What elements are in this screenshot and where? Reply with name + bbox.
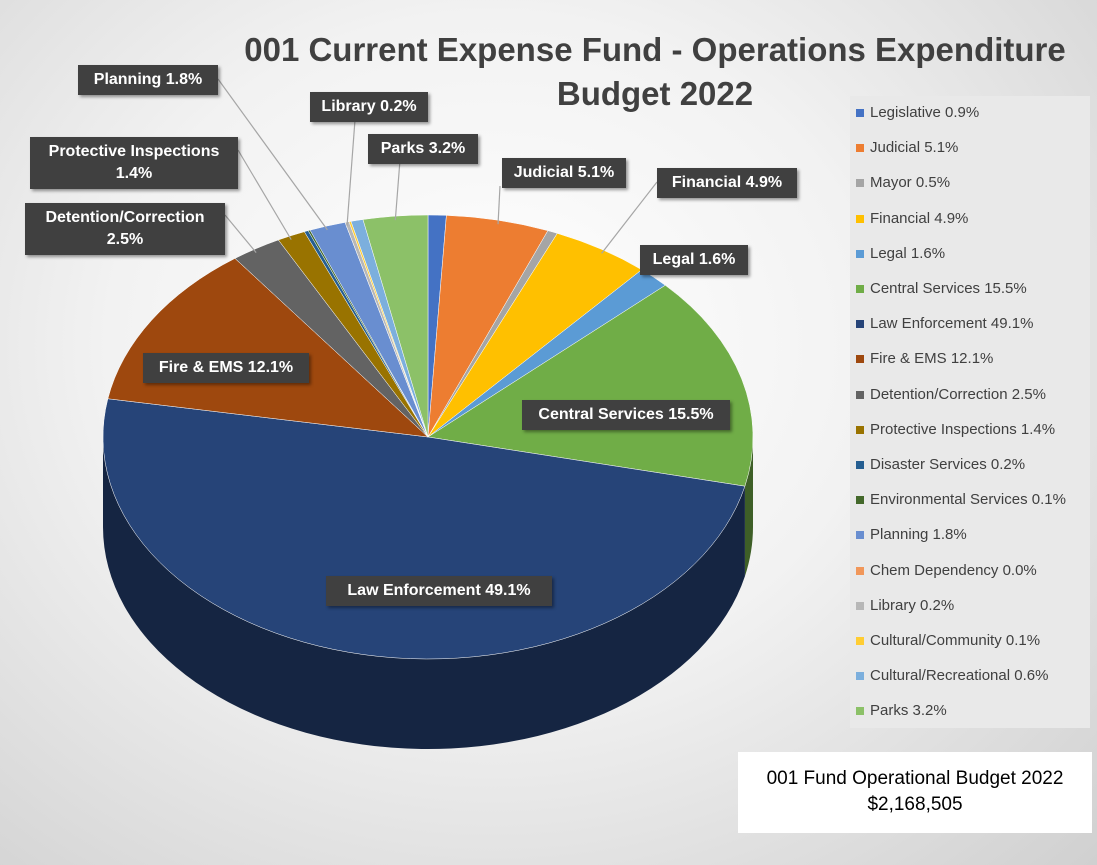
legend-item: Disaster Services 0.2% — [856, 456, 1025, 473]
data-label: Fire & EMS 12.1% — [143, 353, 309, 383]
legend-label: Cultural/Recreational 0.6% — [870, 667, 1049, 685]
legend-swatch — [856, 637, 864, 645]
data-label: Central Services 15.5% — [522, 400, 730, 430]
data-label: Library 0.2% — [310, 92, 428, 122]
legend-item: Legislative 0.9% — [856, 104, 979, 121]
legend: Legislative 0.9% Judicial 5.1% Mayor 0.5% F… — [850, 96, 1090, 728]
legend-label: Environmental Services 0.1% — [870, 491, 1066, 509]
legend-label: Cultural/Community 0.1% — [870, 632, 1041, 649]
legend-label: Fire & EMS 12.1% — [870, 350, 994, 368]
legend-swatch — [856, 496, 864, 505]
slice-side — [103, 437, 745, 750]
legend-swatch — [856, 179, 864, 188]
legend-label: Disaster Services 0.2% — [870, 456, 1026, 473]
leader-line — [601, 181, 658, 254]
legend-label: Chem Dependency 0.0% — [870, 561, 1037, 579]
data-label: Judicial 5.1% — [502, 158, 626, 188]
legend-label: Legislative 0.9% — [870, 104, 980, 121]
legend-swatch — [856, 390, 864, 399]
annotation-box: 001 Fund Operational Budget 2022 $2,168,… — [738, 752, 1092, 833]
data-label: Parks 3.2% — [368, 134, 478, 164]
legend-label: Mayor 0.5% — [870, 174, 951, 192]
legend-swatch — [856, 144, 864, 153]
legend-item: Legal 1.6% — [856, 245, 945, 262]
legend-item: Fire & EMS 12.1% — [856, 350, 993, 367]
legend-item: Financial 4.9% — [856, 210, 968, 227]
legend-item: Parks 3.2% — [856, 702, 947, 719]
legend-label: Legal 1.6% — [870, 244, 946, 262]
legend-item: Protective Inspections 1.4% — [856, 421, 1055, 438]
legend-label: Detention/Correction 2.5% — [870, 385, 1046, 403]
slice-side — [744, 437, 753, 577]
leader-line — [224, 214, 257, 253]
legend-swatch — [856, 355, 864, 364]
legend-item: Detention/Correction 2.5% — [856, 386, 1046, 403]
legend-swatch — [856, 285, 864, 293]
legend-swatch — [856, 214, 864, 223]
legend-swatch — [856, 425, 864, 434]
legend-label: Financial 4.9% — [870, 209, 969, 227]
legend-item: Judicial 5.1% — [856, 139, 958, 156]
legend-swatch — [856, 672, 864, 681]
annotation: $2,168,505 — [867, 794, 963, 815]
data-label: Financial 4.9% — [657, 168, 797, 198]
legend-swatch — [856, 531, 864, 540]
chart-title: 001 Current Expense Fund - Operations Ex… — [244, 31, 1066, 112]
legend-swatch — [856, 461, 864, 469]
legend-item: Library 0.2% — [856, 597, 954, 614]
legend-item: Planning 1.8% — [856, 526, 967, 543]
slice — [107, 258, 429, 438]
data-label: Detention/Correction 2.5% — [25, 203, 225, 255]
legend-swatch — [856, 249, 864, 258]
annotation: 001 Fund Operational Budget 2022 — [766, 768, 1064, 789]
slice — [102, 398, 746, 660]
legend-item: Environmental Services 0.1% — [856, 491, 1066, 508]
legend-label: Central Services 15.5% — [870, 280, 1027, 297]
leader-line — [394, 159, 401, 221]
data-label: Law Enforcement 49.1% — [326, 576, 552, 606]
legend-swatch — [856, 320, 864, 329]
legend-swatch — [856, 707, 864, 716]
legend-swatch — [856, 109, 864, 117]
legend-label: Protective Inspections 1.4% — [870, 420, 1056, 438]
leader-line — [497, 185, 501, 225]
legend-item: Mayor 0.5% — [856, 174, 950, 191]
legend-label: Library 0.2% — [870, 596, 955, 614]
data-label: Planning 1.8% — [78, 65, 218, 95]
legend-label: Judicial 5.1% — [870, 139, 959, 157]
legend-item: Central Services 15.5% — [856, 280, 1027, 297]
legend-swatch — [856, 601, 864, 610]
data-label: Legal 1.6% — [640, 245, 748, 275]
leader-line — [237, 149, 292, 240]
legend-label: Parks 3.2% — [870, 702, 947, 720]
leader-line — [217, 78, 328, 231]
legend-label: Law Enforcement 49.1% — [870, 315, 1034, 333]
legend-label: Planning 1.8% — [870, 526, 967, 544]
legend-item: Chem Dependency 0.0% — [856, 562, 1037, 579]
data-label: Protective Inspections 1.4% — [30, 137, 238, 189]
leader-line — [346, 119, 356, 227]
slice — [427, 284, 754, 487]
legend-item: Cultural/Recreational 0.6% — [856, 667, 1048, 684]
legend-item: Cultural/Community 0.1% — [856, 632, 1040, 649]
legend-item: Law Enforcement 49.1% — [856, 315, 1033, 332]
legend-swatch — [856, 566, 864, 575]
